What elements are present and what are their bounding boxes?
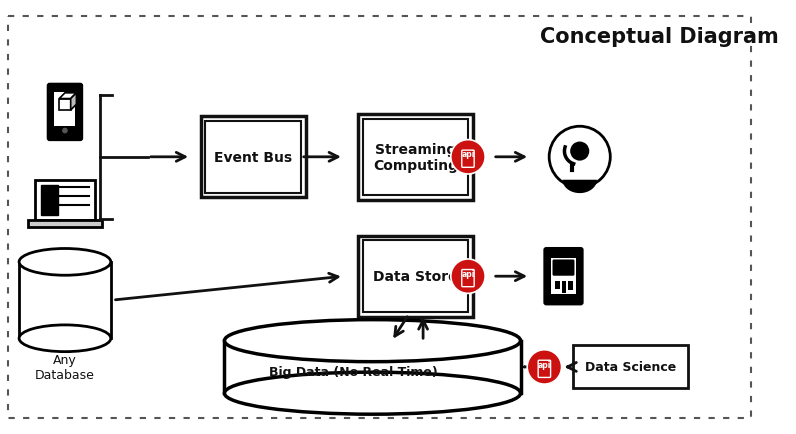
Ellipse shape [19, 249, 111, 276]
Polygon shape [563, 180, 597, 194]
Bar [205, 122, 301, 193]
Text: Event Bus: Event Bus [214, 151, 292, 164]
FancyBboxPatch shape [544, 248, 583, 305]
Circle shape [62, 128, 68, 134]
Text: api: api [462, 150, 474, 159]
Text: api: api [462, 269, 474, 278]
Circle shape [451, 260, 486, 294]
Text: Big Data (No Real Time): Big Data (No Real Time) [269, 365, 438, 378]
Bar [201, 117, 306, 198]
Bar [358, 115, 473, 201]
Text: api: api [538, 360, 551, 369]
Ellipse shape [224, 372, 521, 414]
FancyBboxPatch shape [552, 260, 575, 276]
Bar [224, 341, 521, 393]
Polygon shape [71, 94, 76, 111]
FancyBboxPatch shape [462, 270, 474, 287]
Bar [363, 241, 468, 312]
Text: Streaming
Computing: Streaming Computing [373, 142, 458, 172]
Circle shape [570, 142, 589, 161]
Bar [562, 281, 567, 294]
Bar [59, 99, 71, 111]
Bar [41, 185, 58, 216]
Bar [568, 281, 573, 290]
Text: Conceptual Diagram: Conceptual Diagram [540, 26, 778, 46]
Text: Any
Database: Any Database [35, 353, 95, 381]
Bar [28, 220, 102, 228]
Bar [54, 93, 76, 126]
Ellipse shape [19, 325, 111, 352]
Ellipse shape [224, 320, 521, 362]
Bar [358, 236, 473, 317]
Circle shape [527, 350, 562, 384]
Bar [555, 281, 560, 289]
FancyBboxPatch shape [538, 360, 551, 378]
Text: Data Store: Data Store [373, 270, 458, 283]
Circle shape [549, 127, 611, 188]
Text: Data Science: Data Science [585, 361, 676, 374]
Polygon shape [59, 94, 76, 99]
Bar [573, 345, 688, 388]
Bar [551, 259, 576, 295]
FancyBboxPatch shape [462, 151, 474, 168]
FancyBboxPatch shape [48, 85, 82, 141]
Bar [35, 180, 95, 220]
Bar [19, 262, 111, 339]
Bar [363, 119, 468, 196]
Circle shape [451, 140, 486, 174]
